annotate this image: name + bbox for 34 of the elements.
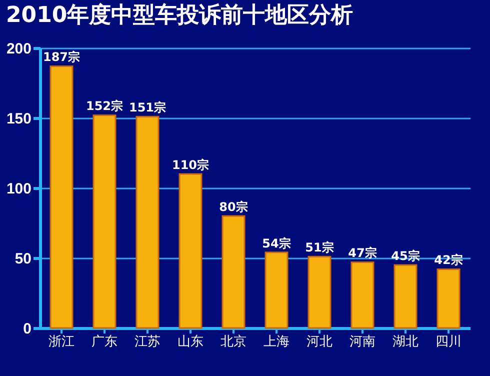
bar: [350, 261, 374, 329]
bar: [222, 215, 246, 329]
y-tick-label: 100: [6, 180, 32, 198]
data-label: 152宗: [86, 99, 124, 114]
data-label: 187宗: [42, 50, 80, 64]
x-tick-label: 湖北: [392, 334, 418, 350]
y-tick-label: 50: [14, 250, 32, 268]
bar: [436, 268, 460, 329]
data-label: 54宗: [262, 236, 291, 250]
y-tick-label: 0: [23, 320, 32, 338]
data-label: 151宗: [128, 100, 166, 115]
x-tick-label: 江苏: [134, 334, 160, 350]
data-label: 47宗: [348, 246, 377, 260]
y-tick-label: 150: [6, 110, 32, 128]
x-tick-label: 河南: [350, 334, 376, 350]
data-label: 80宗: [219, 200, 248, 214]
bar: [264, 252, 288, 329]
x-tick-label: 四川: [436, 334, 462, 350]
bar: [178, 173, 202, 329]
bar: [394, 264, 418, 329]
bar: [92, 114, 116, 329]
data-label: 51宗: [305, 240, 334, 255]
x-tick-label: 广东: [92, 334, 118, 350]
x-tick-label: 上海: [264, 334, 290, 350]
bar: [308, 256, 332, 329]
x-tick-label: 河北: [306, 334, 332, 350]
bar: [136, 116, 160, 329]
data-label: 110宗: [172, 158, 210, 172]
x-tick-label: 山东: [178, 334, 204, 350]
x-tick-label: 北京: [220, 334, 246, 350]
bar: [50, 65, 74, 329]
chart-title: 2010年度中型车投诉前十地区分析: [6, 2, 354, 28]
y-tick-label: 200: [6, 40, 32, 58]
x-tick-label: 浙江: [48, 334, 74, 350]
